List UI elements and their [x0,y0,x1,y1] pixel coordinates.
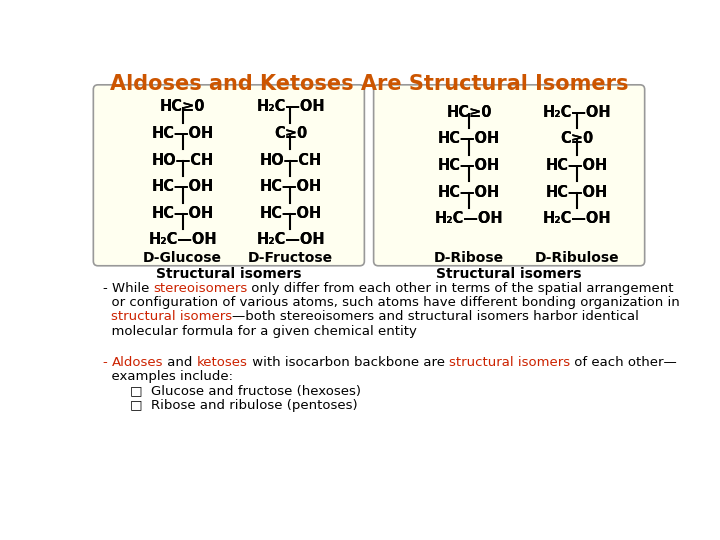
FancyBboxPatch shape [374,85,644,266]
Text: molecular formula for a given chemical entity: molecular formula for a given chemical e… [102,325,416,338]
Text: H₂C—OH: H₂C—OH [148,232,217,247]
Text: HC—OH: HC—OH [151,126,214,141]
Text: C≥0: C≥0 [560,131,593,146]
Text: HC—OH: HC—OH [151,179,214,194]
Text: -: - [102,356,112,369]
Text: only differ from each other in terms of the spatial arrangement: only differ from each other in terms of … [248,282,674,295]
Text: HC—OH: HC—OH [546,158,608,173]
Text: H₂C—OH: H₂C—OH [543,211,611,226]
Text: HO—CH: HO—CH [259,153,322,167]
Text: HC—OH: HC—OH [546,158,608,173]
Text: D-Glucose: D-Glucose [143,251,222,265]
Text: HC≥0: HC≥0 [446,105,492,120]
Text: —both stereoisomers and structural isomers harbor identical: —both stereoisomers and structural isome… [233,310,639,323]
Text: of each other—: of each other— [570,356,677,369]
Text: HC≥0: HC≥0 [446,105,492,120]
Text: HC—OH: HC—OH [438,158,500,173]
Text: HC—OH: HC—OH [151,126,214,141]
Text: HC—OH: HC—OH [438,131,500,146]
Text: HC—OH: HC—OH [151,206,214,221]
Text: HC—OH: HC—OH [151,179,214,194]
Text: Aldoses: Aldoses [112,356,163,369]
Text: H₂C—OH: H₂C—OH [543,105,611,120]
Text: HC—OH: HC—OH [438,185,500,200]
Text: H₂C—OH: H₂C—OH [256,99,325,114]
Text: structural isomers: structural isomers [449,356,570,369]
Text: □  Ribose and ribulose (pentoses): □ Ribose and ribulose (pentoses) [130,399,358,411]
Text: HC—OH: HC—OH [438,185,500,200]
Text: C≥0: C≥0 [274,126,307,141]
Text: C≥0: C≥0 [274,126,307,141]
Text: HC—OH: HC—OH [438,158,500,173]
Text: D-Ribose: D-Ribose [434,251,504,265]
Text: H₂C—OH: H₂C—OH [256,232,325,247]
Text: H₂C—OH: H₂C—OH [543,211,611,226]
Text: C≥0: C≥0 [560,131,593,146]
Text: □  Glucose and fructose (hexoses): □ Glucose and fructose (hexoses) [130,384,361,397]
Text: D-Fructose: D-Fructose [248,251,333,265]
Text: stereoisomers: stereoisomers [153,282,248,295]
Text: HC—OH: HC—OH [259,206,322,221]
Text: HC—OH: HC—OH [546,185,608,200]
Text: and: and [163,356,197,369]
Text: HC—OH: HC—OH [259,206,322,221]
Text: or configuration of various atoms, such atoms have different bonding organizatio: or configuration of various atoms, such … [102,296,680,309]
Text: HC≥0: HC≥0 [160,99,205,114]
FancyBboxPatch shape [94,85,364,266]
Text: H₂C—OH: H₂C—OH [256,232,325,247]
Text: H₂C—OH: H₂C—OH [256,99,325,114]
Text: D-Ribulose: D-Ribulose [534,251,619,265]
Text: examples include:: examples include: [102,370,233,383]
Text: H₂C—OH: H₂C—OH [148,232,217,247]
Text: HC—OH: HC—OH [259,179,322,194]
Text: HC≥0: HC≥0 [160,99,205,114]
Text: H₂C—OH: H₂C—OH [435,211,503,226]
Text: HC—OH: HC—OH [259,179,322,194]
Text: with isocarbon backbone are: with isocarbon backbone are [248,356,449,369]
Text: HC—OH: HC—OH [151,206,214,221]
Text: ketoses: ketoses [197,356,248,369]
Text: HO—CH: HO—CH [259,153,322,167]
Text: Structural isomers: Structural isomers [436,267,582,281]
Text: H₂C—OH: H₂C—OH [435,211,503,226]
Text: HO—CH: HO—CH [151,153,214,167]
Text: Aldoses and Ketoses Are Structural Isomers: Aldoses and Ketoses Are Structural Isome… [109,74,629,94]
Text: HC—OH: HC—OH [546,185,608,200]
Text: structural isomers: structural isomers [111,310,233,323]
Text: H₂C—OH: H₂C—OH [543,105,611,120]
Text: HO—CH: HO—CH [151,153,214,167]
Text: HC—OH: HC—OH [438,131,500,146]
Text: - While: - While [102,282,153,295]
Text: Structural isomers: Structural isomers [156,267,302,281]
